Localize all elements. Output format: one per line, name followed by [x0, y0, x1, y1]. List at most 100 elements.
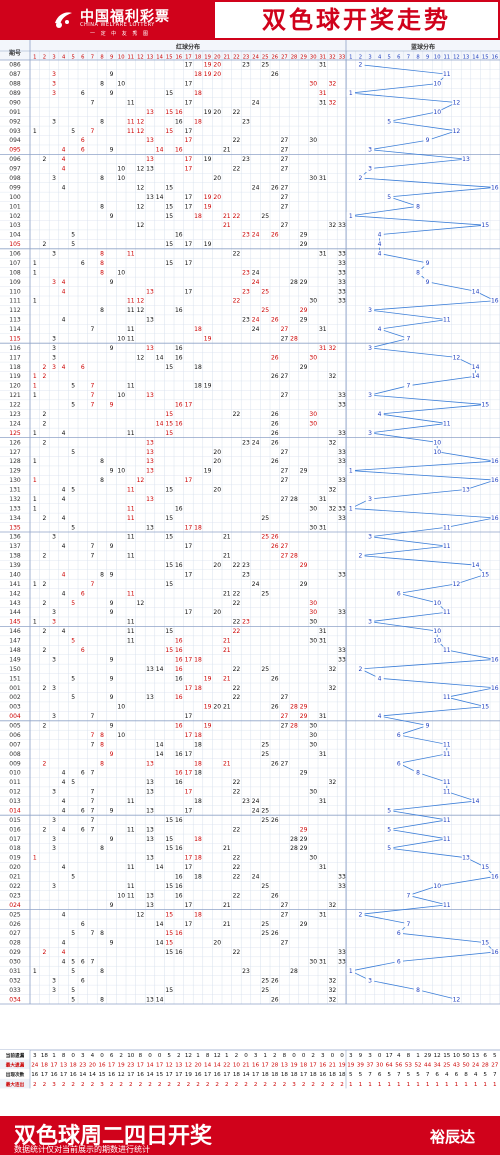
stats-red-value: 17 — [204, 1072, 212, 1078]
blue-ball-mark: 5 — [387, 194, 391, 201]
blue-ball-mark: 11 — [443, 420, 451, 427]
red-ball-mark: 4 — [62, 147, 66, 154]
blue-ball-mark: 5 — [387, 845, 391, 852]
red-ball-mark: 18 — [194, 855, 202, 862]
red-ball-mark: 7 — [90, 732, 94, 739]
red-ball-mark: 18 — [194, 524, 202, 531]
blue-ball-mark: 7 — [406, 921, 410, 928]
red-ball-mark: 21 — [223, 845, 231, 852]
blue-ball-bg — [423, 136, 432, 144]
issue-label: 107 — [9, 260, 21, 267]
red-ball-mark: 2 — [42, 685, 46, 692]
issue-label: 124 — [9, 420, 21, 427]
red-ball-mark: 13 — [146, 166, 154, 173]
blue-ball-bg — [452, 127, 461, 135]
red-ball-mark: 22 — [233, 789, 241, 796]
red-ball-mark: 15 — [165, 628, 173, 635]
red-ball-mark: 17 — [185, 194, 193, 201]
red-ball-mark: 7 — [90, 930, 94, 937]
red-ball-mark: 20 — [213, 62, 221, 69]
red-ball-mark: 2 — [42, 364, 46, 371]
issue-label: 018 — [9, 845, 21, 852]
stats-red-value: 2 — [311, 1082, 315, 1088]
stats-blue-value: 1 — [435, 1082, 439, 1088]
stats-red-value: 20 — [89, 1063, 97, 1069]
red-ball-mark: 33 — [338, 959, 346, 966]
blue-ball-bg — [394, 759, 403, 767]
red-ball-mark: 22 — [233, 826, 241, 833]
blue-ball-mark: 11 — [443, 543, 451, 550]
blue-ball-mark: 2 — [358, 666, 362, 673]
blue-ball-bg — [394, 957, 403, 966]
red-ball-mark: 11 — [127, 326, 135, 333]
red-ball-mark: 13 — [146, 789, 154, 796]
blue-ball-bg — [490, 655, 499, 664]
red-number-header: 17 — [185, 55, 192, 61]
stats-red-value: 13 — [281, 1063, 289, 1069]
red-ball-mark: 13 — [146, 288, 154, 295]
red-ball-mark: 10 — [117, 175, 125, 182]
red-ball-mark: 24 — [252, 317, 260, 324]
stats-red-value: 2 — [139, 1082, 143, 1088]
red-ball-mark: 25 — [261, 817, 269, 824]
red-number-header: 21 — [223, 55, 230, 61]
red-ball-mark: 9 — [110, 723, 114, 730]
issue-label: 003 — [9, 704, 21, 711]
red-ball-mark: 32 — [329, 81, 337, 88]
red-number-header: 13 — [147, 55, 154, 61]
red-ball-mark: 3 — [52, 90, 56, 97]
red-ball-mark: 2 — [42, 156, 46, 163]
blue-ball-bg — [404, 891, 413, 900]
red-ball-mark: 29 — [300, 279, 308, 286]
red-ball-mark: 8 — [100, 930, 104, 937]
stats-red-value: 18 — [41, 1053, 49, 1059]
stats-red-value: 1 — [196, 1053, 200, 1059]
stats-red-value: 28 — [271, 1063, 279, 1069]
red-ball-mark: 13 — [146, 496, 154, 503]
blue-ball-mark: 16 — [491, 184, 499, 191]
issue-label: 005 — [9, 723, 21, 730]
red-ball-mark: 4 — [62, 949, 66, 956]
red-ball-mark: 24 — [252, 99, 260, 106]
red-ball-mark: 13 — [146, 760, 154, 767]
red-ball-mark: 8 — [100, 118, 104, 125]
issue-label: 110 — [9, 288, 21, 295]
red-ball-mark: 29 — [300, 845, 308, 852]
red-ball-mark: 33 — [338, 656, 346, 663]
stats-red-value: 2 — [244, 1082, 248, 1088]
red-ball-mark: 30 — [309, 524, 317, 531]
red-ball-mark: 17 — [185, 137, 193, 144]
red-ball-mark: 20 — [213, 609, 221, 616]
stats-red-value: 18 — [329, 1072, 337, 1078]
red-ball-mark: 13 — [146, 694, 154, 701]
blue-ball-mark: 14 — [472, 562, 480, 569]
red-ball-mark: 8 — [100, 760, 104, 767]
red-ball-mark: 30 — [309, 137, 317, 144]
red-ball-mark: 27 — [281, 496, 289, 503]
issue-label: 114 — [9, 326, 21, 333]
issue-label: 026 — [9, 921, 21, 928]
blue-ball-mark: 1 — [349, 468, 353, 475]
stats-blue-value: 1 — [464, 1082, 468, 1088]
red-ball-mark: 4 — [62, 571, 66, 578]
issue-label: 094 — [9, 137, 21, 144]
red-number-header: 9 — [110, 55, 113, 61]
red-ball-mark: 23 — [242, 439, 250, 446]
blue-ball-mark: 6 — [397, 930, 401, 937]
red-ball-mark: 9 — [110, 940, 114, 947]
issue-label: 126 — [9, 439, 21, 446]
blue-ball-mark: 3 — [368, 147, 372, 154]
red-ball-mark: 29 — [300, 836, 308, 843]
blue-ball-bg — [394, 929, 403, 937]
blue-ball-bg — [433, 438, 442, 446]
red-ball-mark: 16 — [175, 232, 183, 239]
red-ball-mark: 15 — [165, 987, 173, 994]
red-ball-mark: 15 — [165, 90, 173, 97]
red-ball-mark: 30 — [309, 81, 317, 88]
red-ball-mark: 6 — [81, 977, 85, 984]
stats-blue-value: 1 — [474, 1082, 478, 1088]
red-ball-mark: 21 — [223, 590, 231, 597]
red-ball-mark: 1 — [33, 260, 37, 267]
red-ball-mark: 17 — [185, 402, 193, 409]
red-ball-mark: 15 — [165, 487, 173, 494]
